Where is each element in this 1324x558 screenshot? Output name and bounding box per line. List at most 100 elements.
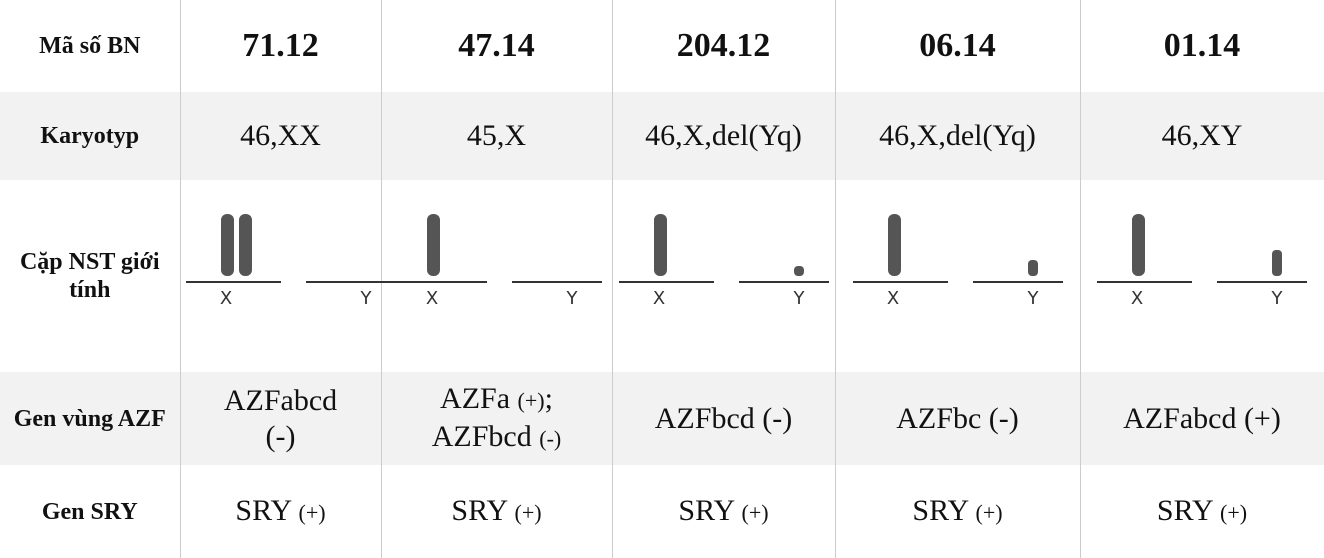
cell-line: 01.14: [1087, 28, 1318, 64]
cell-text: AZFabcd (+): [1123, 402, 1281, 435]
row-label: Karyotyp: [0, 92, 180, 180]
table-cell: SRY (+): [381, 465, 612, 558]
row-label: Cặp NST giới tính: [0, 180, 180, 372]
cell-text: (+): [518, 388, 545, 413]
cell-text: 45,X: [467, 119, 526, 152]
cell-text: AZFabcd: [224, 384, 337, 417]
cell-line: 71.12: [187, 28, 375, 64]
row-label: Gen vùng AZF: [0, 372, 180, 465]
table-cell: 46,XY: [1080, 92, 1324, 180]
x-label: X: [1131, 288, 1143, 309]
cell-text: (+): [976, 500, 1003, 525]
cell-line: 46,X,del(Yq): [842, 118, 1074, 154]
cell-text: 47.14: [458, 27, 535, 64]
table-cell: 71.12: [180, 0, 381, 92]
cell-text: 46,X,del(Yq): [645, 119, 802, 152]
cell-text: SRY: [912, 494, 975, 527]
cell-text: (+): [299, 500, 326, 525]
table-cell: AZFbcd (-): [612, 372, 835, 465]
chromosome-x: [427, 214, 440, 276]
table-cell: 46,X,del(Yq): [835, 92, 1080, 180]
y-label: Y: [1026, 288, 1039, 309]
cell-line: 204.12: [619, 28, 829, 64]
cell-text: SRY: [678, 494, 741, 527]
cell-line: AZFabcd: [187, 383, 375, 419]
table-cell: 204.12: [612, 0, 835, 92]
y-label: Y: [565, 288, 578, 309]
x-label: X: [219, 288, 231, 309]
chromosome-x: [888, 214, 901, 276]
cell-text: SRY: [1157, 494, 1220, 527]
table-cell: 46,XX: [180, 92, 381, 180]
cell-text: (-): [539, 426, 561, 451]
row-label: Mã số BN: [0, 0, 180, 92]
y-label: Y: [359, 288, 372, 309]
cell-line: 06.14: [842, 28, 1074, 64]
cell-text: AZFa: [440, 382, 518, 415]
cell-line: AZFabcd (+): [1087, 401, 1318, 437]
chromosome-x: [654, 214, 667, 276]
cell-line: AZFbcd (-): [619, 401, 829, 437]
cell-line: 46,XY: [1087, 118, 1318, 154]
cell-line: (-): [187, 419, 375, 455]
table-row: Karyotyp 46,XX 45,X 46,X,del(Yq) 46,X,del(Yq…: [0, 92, 1324, 180]
table-cell: SRY (+): [612, 465, 835, 558]
cell-text: 46,XX: [240, 119, 321, 152]
cell-line: SRY (+): [842, 493, 1074, 531]
cell-text: ;: [545, 382, 553, 415]
table-cell: SRY (+): [180, 465, 381, 558]
table-cell: SRY (+): [835, 465, 1080, 558]
chromosome-x: [221, 214, 234, 276]
cell-line: SRY (+): [1087, 493, 1318, 531]
cell-text: 01.14: [1164, 27, 1241, 64]
table-cell: AZFabcd(-): [180, 372, 381, 465]
chromosome-y: [794, 266, 804, 276]
table-cell: SRY (+): [1080, 465, 1324, 558]
table-cell: AZFabcd (+): [1080, 372, 1324, 465]
cell-line: AZFbcd (-): [388, 419, 606, 457]
cell-line: 46,X,del(Yq): [619, 118, 829, 154]
cell-text: AZFbcd (-): [655, 402, 792, 435]
cell-text: (+): [515, 500, 542, 525]
cell-line: SRY (+): [187, 493, 375, 531]
cell-text: 46,X,del(Yq): [879, 119, 1036, 152]
table-cell: 06.14: [835, 0, 1080, 92]
table-cell: AZFbc (-): [835, 372, 1080, 465]
cell-line: AZFa (+);: [388, 381, 606, 419]
cell-line: AZFbc (-): [842, 401, 1074, 437]
cell-line: SRY (+): [388, 493, 606, 531]
chromosome-x: [1132, 214, 1145, 276]
row-label: Gen SRY: [0, 465, 180, 558]
cell-text: (-): [266, 420, 296, 453]
table-body: Mã số BN71.12 47.14 204.12 06.14 01.14 Karyot…: [0, 0, 1324, 558]
table-cell: 45,X: [381, 92, 612, 180]
cell-text: (+): [1220, 500, 1247, 525]
cell-text: (+): [742, 500, 769, 525]
y-label: Y: [792, 288, 805, 309]
cell-text: 204.12: [677, 27, 771, 64]
cell-text: 06.14: [919, 27, 996, 64]
x-label: X: [886, 288, 898, 309]
chromosome-y: [1028, 260, 1038, 276]
cell-line: 45,X: [388, 118, 606, 154]
cell-text: AZFbcd: [432, 420, 540, 453]
karyotype-table: Mã số BN71.12 47.14 204.12 06.14 01.14 Karyot…: [0, 0, 1324, 558]
chromosome-x: [239, 214, 252, 276]
table-cell: 46,X,del(Yq): [612, 92, 835, 180]
table-cell: 47.14: [381, 0, 612, 92]
y-label: Y: [1271, 288, 1284, 309]
